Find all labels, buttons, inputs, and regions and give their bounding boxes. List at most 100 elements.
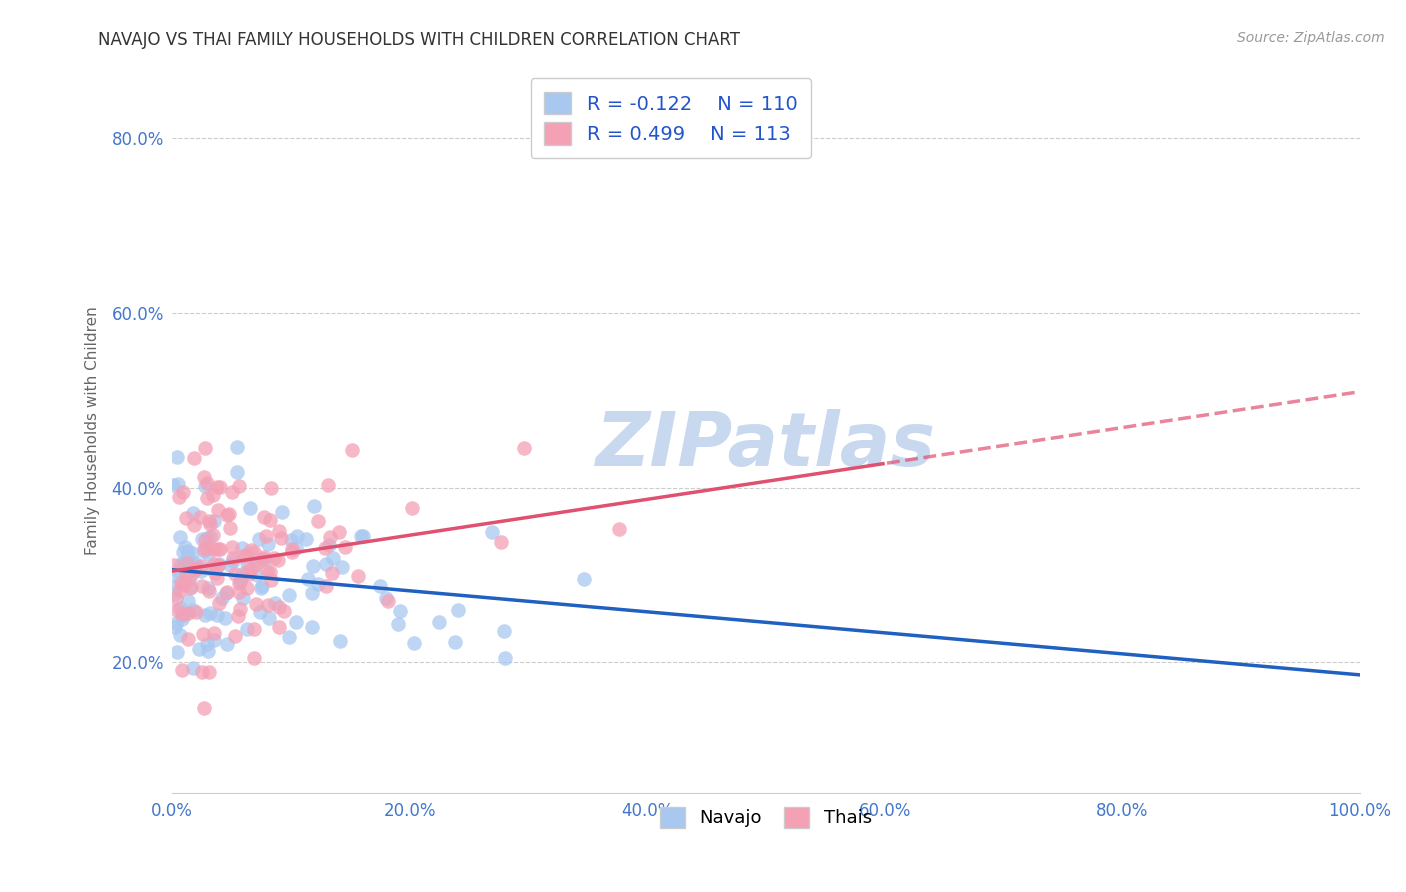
Point xyxy=(194,441,217,455)
Point xyxy=(208,558,231,572)
Point xyxy=(194,478,217,492)
Point xyxy=(253,551,276,566)
Point xyxy=(172,663,194,677)
Point xyxy=(318,538,340,552)
Point xyxy=(201,528,224,542)
Point xyxy=(181,603,204,617)
Point xyxy=(204,561,226,575)
Point xyxy=(443,634,465,648)
Point xyxy=(186,558,208,573)
Point xyxy=(231,541,253,555)
Point xyxy=(257,598,280,612)
Point xyxy=(195,475,218,490)
Point xyxy=(165,579,187,593)
Point xyxy=(163,587,186,601)
Point xyxy=(188,509,211,524)
Point xyxy=(202,514,225,528)
Point xyxy=(197,547,219,561)
Point xyxy=(205,608,228,623)
Point xyxy=(186,605,208,619)
Point xyxy=(221,484,243,499)
Point xyxy=(368,579,391,593)
Point xyxy=(190,558,212,573)
Point xyxy=(190,564,212,578)
Point xyxy=(249,605,271,619)
Point xyxy=(177,544,200,558)
Point xyxy=(247,556,270,570)
Point xyxy=(202,632,225,647)
Point xyxy=(208,541,231,556)
Point xyxy=(322,551,344,566)
Point xyxy=(195,491,218,505)
Point xyxy=(217,585,239,599)
Point xyxy=(259,565,281,579)
Point xyxy=(222,550,245,565)
Point xyxy=(492,624,515,639)
Point xyxy=(183,661,205,675)
Point xyxy=(295,532,318,546)
Point xyxy=(250,579,273,593)
Point xyxy=(183,451,205,466)
Point xyxy=(205,480,228,494)
Point xyxy=(347,569,370,583)
Point xyxy=(267,620,290,634)
Point xyxy=(228,479,250,493)
Point xyxy=(243,545,266,559)
Point xyxy=(176,556,198,570)
Point xyxy=(198,665,221,679)
Point xyxy=(214,611,236,625)
Point xyxy=(219,521,242,535)
Point xyxy=(177,572,200,586)
Point xyxy=(252,549,274,564)
Point xyxy=(173,555,195,569)
Point xyxy=(242,622,264,636)
Point xyxy=(173,578,195,592)
Point xyxy=(195,637,218,651)
Point xyxy=(260,574,283,588)
Point xyxy=(180,546,202,560)
Point xyxy=(170,612,193,626)
Point xyxy=(228,574,250,588)
Point xyxy=(236,622,259,636)
Point xyxy=(166,645,188,659)
Text: NAVAJO VS THAI FAMILY HOUSEHOLDS WITH CHILDREN CORRELATION CHART: NAVAJO VS THAI FAMILY HOUSEHOLDS WITH CH… xyxy=(98,31,741,49)
Point xyxy=(184,563,207,577)
Point xyxy=(257,537,280,551)
Point xyxy=(285,615,308,630)
Point xyxy=(301,559,323,574)
Point xyxy=(202,557,225,571)
Point xyxy=(481,524,503,539)
Point xyxy=(170,558,193,572)
Point xyxy=(205,571,228,585)
Point xyxy=(278,588,301,602)
Point xyxy=(263,551,285,566)
Point xyxy=(281,545,304,559)
Point xyxy=(195,531,218,545)
Point xyxy=(280,533,302,547)
Point xyxy=(191,665,214,680)
Point xyxy=(236,581,259,595)
Text: Source: ZipAtlas.com: Source: ZipAtlas.com xyxy=(1237,31,1385,45)
Point xyxy=(316,478,339,492)
Point xyxy=(240,543,263,558)
Point xyxy=(447,602,470,616)
Point xyxy=(198,606,221,620)
Point xyxy=(224,567,246,582)
Point xyxy=(226,465,249,479)
Point xyxy=(194,607,217,622)
Point xyxy=(172,485,194,500)
Point xyxy=(350,529,373,543)
Point xyxy=(184,562,207,576)
Point xyxy=(217,637,239,651)
Point xyxy=(204,541,226,556)
Point xyxy=(302,499,325,513)
Point xyxy=(173,607,195,622)
Point xyxy=(211,591,233,606)
Point xyxy=(301,586,323,600)
Point xyxy=(165,591,187,606)
Point xyxy=(180,568,202,582)
Point xyxy=(335,540,357,554)
Point xyxy=(260,481,283,495)
Point xyxy=(277,630,299,644)
Point xyxy=(280,542,302,557)
